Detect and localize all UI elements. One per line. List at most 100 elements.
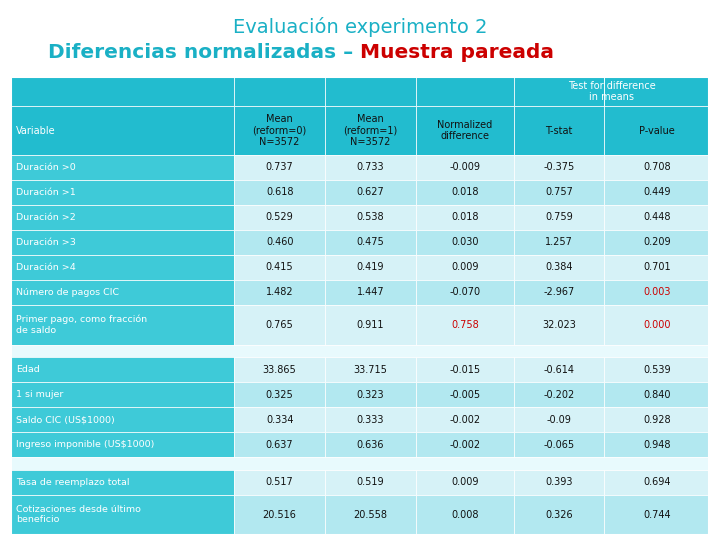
Text: 0.517: 0.517 — [266, 477, 294, 487]
Bar — [325, 205, 416, 230]
Text: 0.618: 0.618 — [266, 187, 294, 198]
Text: 0.475: 0.475 — [356, 238, 384, 247]
Text: 0.393: 0.393 — [545, 477, 573, 487]
Bar — [11, 495, 234, 535]
Bar — [605, 357, 709, 382]
Bar — [513, 357, 605, 382]
Bar — [325, 255, 416, 280]
Text: Duración >0: Duración >0 — [16, 163, 76, 172]
Bar — [605, 495, 709, 535]
Text: Test for difference
in means: Test for difference in means — [567, 80, 655, 102]
Bar — [605, 407, 709, 432]
Bar — [11, 155, 234, 180]
Bar — [11, 382, 234, 407]
Bar — [416, 357, 513, 382]
Text: 0.928: 0.928 — [643, 415, 670, 425]
Bar — [325, 382, 416, 407]
Text: 1.257: 1.257 — [545, 238, 573, 247]
Text: Duración >1: Duración >1 — [16, 188, 76, 197]
Bar — [416, 106, 513, 155]
Bar — [513, 495, 605, 535]
Bar — [11, 77, 709, 535]
Text: 0.333: 0.333 — [356, 415, 384, 425]
Bar — [325, 432, 416, 457]
Text: Ingreso imponible (US$1000): Ingreso imponible (US$1000) — [16, 440, 154, 449]
Text: Muestra pareada: Muestra pareada — [360, 43, 554, 62]
Bar — [605, 470, 709, 495]
Text: Saldo CIC (US$1000): Saldo CIC (US$1000) — [16, 415, 114, 424]
Text: 0.448: 0.448 — [643, 212, 670, 222]
Bar — [513, 382, 605, 407]
Bar — [416, 432, 513, 457]
Text: -0.065: -0.065 — [544, 440, 575, 450]
Bar — [605, 106, 709, 155]
Text: 0.334: 0.334 — [266, 415, 294, 425]
Text: 1 si mujer: 1 si mujer — [16, 390, 63, 399]
Bar — [325, 305, 416, 345]
Text: 0.529: 0.529 — [266, 212, 294, 222]
Bar — [325, 230, 416, 255]
Bar — [416, 255, 513, 280]
Bar — [234, 432, 325, 457]
Bar — [513, 230, 605, 255]
Text: 0.636: 0.636 — [356, 440, 384, 450]
Bar — [325, 155, 416, 180]
Bar — [416, 280, 513, 305]
Bar — [234, 205, 325, 230]
Text: 0.694: 0.694 — [643, 477, 670, 487]
Text: 0.325: 0.325 — [266, 390, 294, 400]
Text: -0.202: -0.202 — [544, 390, 575, 400]
Bar — [513, 180, 605, 205]
Text: P-value: P-value — [639, 126, 675, 136]
Bar — [11, 106, 234, 155]
Text: 0.733: 0.733 — [356, 163, 384, 172]
Text: Normalized
difference: Normalized difference — [437, 120, 492, 141]
Bar — [325, 106, 416, 155]
Bar — [234, 407, 325, 432]
Text: 0.449: 0.449 — [643, 187, 670, 198]
Bar — [234, 230, 325, 255]
Bar — [416, 77, 513, 106]
Text: 0.209: 0.209 — [643, 238, 670, 247]
Bar — [11, 357, 234, 382]
Text: 0.758: 0.758 — [451, 320, 479, 330]
Bar — [416, 495, 513, 535]
Bar — [513, 106, 605, 155]
Text: 0.460: 0.460 — [266, 238, 294, 247]
Text: 0.744: 0.744 — [643, 510, 670, 519]
Text: Evaluación experimento 2: Evaluación experimento 2 — [233, 17, 487, 37]
Bar — [513, 77, 605, 106]
Text: Tasa de reemplazo total: Tasa de reemplazo total — [16, 478, 130, 487]
Bar — [11, 77, 234, 106]
Text: Duración >3: Duración >3 — [16, 238, 76, 247]
Text: 0.538: 0.538 — [356, 212, 384, 222]
Bar — [325, 470, 416, 495]
Text: 0.765: 0.765 — [266, 320, 294, 330]
Bar — [234, 77, 325, 106]
Bar — [416, 407, 513, 432]
Bar — [234, 255, 325, 280]
Text: 0.911: 0.911 — [356, 320, 384, 330]
Bar — [325, 407, 416, 432]
Text: 0.323: 0.323 — [356, 390, 384, 400]
Bar — [325, 180, 416, 205]
Text: Número de pagos CIC: Número de pagos CIC — [16, 288, 119, 297]
Bar — [605, 230, 709, 255]
Text: -0.614: -0.614 — [544, 364, 575, 375]
Text: Variable: Variable — [16, 126, 55, 136]
Bar — [416, 155, 513, 180]
Text: 0.708: 0.708 — [643, 163, 670, 172]
Text: -0.015: -0.015 — [449, 364, 480, 375]
Bar — [11, 345, 709, 357]
Bar — [513, 432, 605, 457]
Bar — [513, 407, 605, 432]
Bar — [11, 255, 234, 280]
Bar — [416, 230, 513, 255]
Text: 0.637: 0.637 — [266, 440, 294, 450]
Text: -0.375: -0.375 — [544, 163, 575, 172]
Bar — [513, 470, 605, 495]
Bar — [11, 230, 234, 255]
Text: 0.519: 0.519 — [356, 477, 384, 487]
Text: 0.840: 0.840 — [643, 390, 670, 400]
Text: 20.558: 20.558 — [354, 510, 387, 519]
